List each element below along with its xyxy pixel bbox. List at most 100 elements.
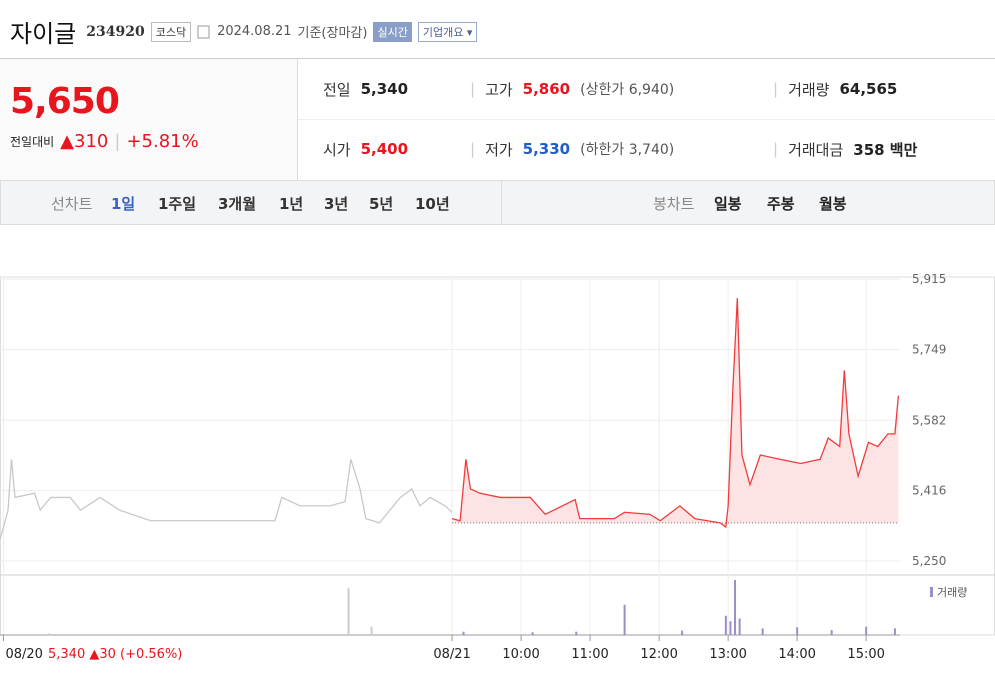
prev-prev_change: 30 <box>99 647 116 662</box>
summary-cell: 시가 5,400 <box>323 139 408 160</box>
tab-label: 봉차트 <box>653 195 695 213</box>
y-tick-label: 5,416 <box>912 484 946 498</box>
change-label: 전일대비 <box>10 135 55 149</box>
field-label: 저가 <box>485 140 513 159</box>
prev-prev_close: 5,340 <box>48 647 85 662</box>
header: 자이글 234920 코스닥 2024.08.21 기준(장마감) 실시간 기업… <box>10 14 478 49</box>
tab[interactable]: 10년 <box>415 195 450 213</box>
tabs: 선차트 1일 1주일 3개월 1년 3년 5년 10년 봉차트 일봉 주봉 월봉 <box>0 180 995 225</box>
summary-cell: 전일 5,340 <box>323 79 408 100</box>
divider <box>501 181 502 224</box>
stock-name: 자이글 <box>10 20 77 48</box>
company-label[interactable]: 기업개요 <box>422 25 464 39</box>
prev-info: 5,340 ▲30 (+0.56%) <box>48 647 182 662</box>
volume-bar <box>729 621 732 635</box>
volume-bar <box>370 626 373 635</box>
field-label: 거래대금 <box>788 140 844 159</box>
summary-row: 전일 5,340 | 고가 5,860 (상한가 6,940) | 거래량 64,565 <box>298 59 995 120</box>
summary-cell: | 거래량 64,565 <box>773 79 897 100</box>
tab[interactable]: 주봉 <box>767 195 795 213</box>
volume-bar <box>575 631 578 635</box>
change: 전일대비 ▲310 | +5.81% <box>10 131 199 152</box>
price-box: 5,650 전일대비 ▲310 | +5.81% <box>0 59 298 181</box>
date: 2024.08.21 <box>217 24 292 39</box>
volume-bar <box>347 588 350 635</box>
x-tick-label: 13:00 <box>709 647 746 662</box>
x-tick-label: 10:00 <box>502 647 539 662</box>
sub: (하한가 3,740) <box>580 142 675 158</box>
y-tick-label: 5,582 <box>912 413 946 427</box>
tab[interactable]: 월봉 <box>819 195 847 213</box>
sub-label: 상한가 <box>585 82 625 98</box>
basis: 기준(장마감) <box>297 26 368 41</box>
volume-bar <box>830 630 833 635</box>
calendar-icon <box>197 25 210 38</box>
tab[interactable]: 1주일 <box>158 195 197 213</box>
tab[interactable]: 1일 <box>111 195 136 213</box>
volume-bar <box>48 633 51 635</box>
volume-bar <box>531 632 534 635</box>
summary-row: 시가 5,400 | 저가 5,330 (하한가 3,740) | 거래대금 358 백만 <box>298 119 995 179</box>
change-value: 310 <box>74 131 109 152</box>
separator: | <box>470 140 476 158</box>
company-button[interactable]: 기업개요 ▾ <box>417 21 478 42</box>
tab[interactable]: 3년 <box>324 195 349 213</box>
tab[interactable]: 일봉 <box>714 195 742 213</box>
sub-value: 6,940 <box>628 82 669 98</box>
x-tick-label: 08/21 <box>433 647 470 662</box>
area <box>452 298 899 528</box>
legend-label: 거래량 <box>937 586 967 599</box>
field-value: 5,330 <box>522 140 571 158</box>
separator: | <box>773 80 779 98</box>
x-tick-label: 08/20 <box>5 647 42 662</box>
change-sign: ▲ <box>60 131 75 152</box>
prev-prev_pct: (+0.56%) <box>120 647 182 662</box>
tab-label: 선차트 <box>51 195 93 213</box>
field-label: 시가 <box>323 140 351 159</box>
field-value: 5,340 <box>360 80 409 98</box>
tab[interactable]: 5년 <box>369 195 394 213</box>
line <box>451 298 900 529</box>
sub-label: 하한가 <box>585 142 625 158</box>
field-label: 고가 <box>485 80 513 99</box>
y-tick-label: 5,250 <box>912 554 946 568</box>
volume-bar <box>893 628 896 635</box>
volume-bar <box>681 630 684 635</box>
separator: | <box>470 80 476 98</box>
stock-code: 234920 <box>86 23 145 40</box>
x-tick-label: 14:00 <box>778 647 815 662</box>
x-tick-label: 12:00 <box>640 647 677 662</box>
realtime-button[interactable]: 실시간 <box>373 21 412 42</box>
volume-bar <box>734 580 737 635</box>
y-tick-label: 5,915 <box>912 272 946 286</box>
tab[interactable]: 3개월 <box>218 195 257 213</box>
volume-bar <box>796 627 799 635</box>
market: 코스닥 <box>150 21 192 42</box>
prev-prev_sign: ▲ <box>89 647 99 662</box>
field-value: 358 백만 <box>853 140 918 159</box>
field-label: 거래량 <box>788 80 830 99</box>
volume-bar <box>738 618 741 635</box>
line <box>0 459 453 540</box>
separator: | <box>773 140 779 158</box>
field-label: 전일 <box>323 80 351 99</box>
volume-bar <box>865 626 868 635</box>
change-pct: +5.81% <box>126 131 199 152</box>
sub-value: 3,740 <box>628 142 669 158</box>
y-tick-label: 5,749 <box>912 342 946 356</box>
summary-cell: | 저가 5,330 (하한가 3,740) <box>470 139 674 160</box>
volume-bar <box>761 628 764 635</box>
x-tick-label: 15:00 <box>847 647 884 662</box>
volume-bar <box>462 631 465 635</box>
volume-bar <box>623 604 626 635</box>
tab[interactable]: 1년 <box>279 195 304 213</box>
field-value: 5,860 <box>522 80 571 98</box>
legend-swatch <box>930 587 933 597</box>
x-tick-label: 11:00 <box>571 647 608 662</box>
field-value: 64,565 <box>839 80 898 98</box>
sub: (상한가 6,940) <box>580 82 675 98</box>
summary-cell: | 고가 5,860 (상한가 6,940) <box>470 79 674 100</box>
volume-bar <box>724 615 727 635</box>
